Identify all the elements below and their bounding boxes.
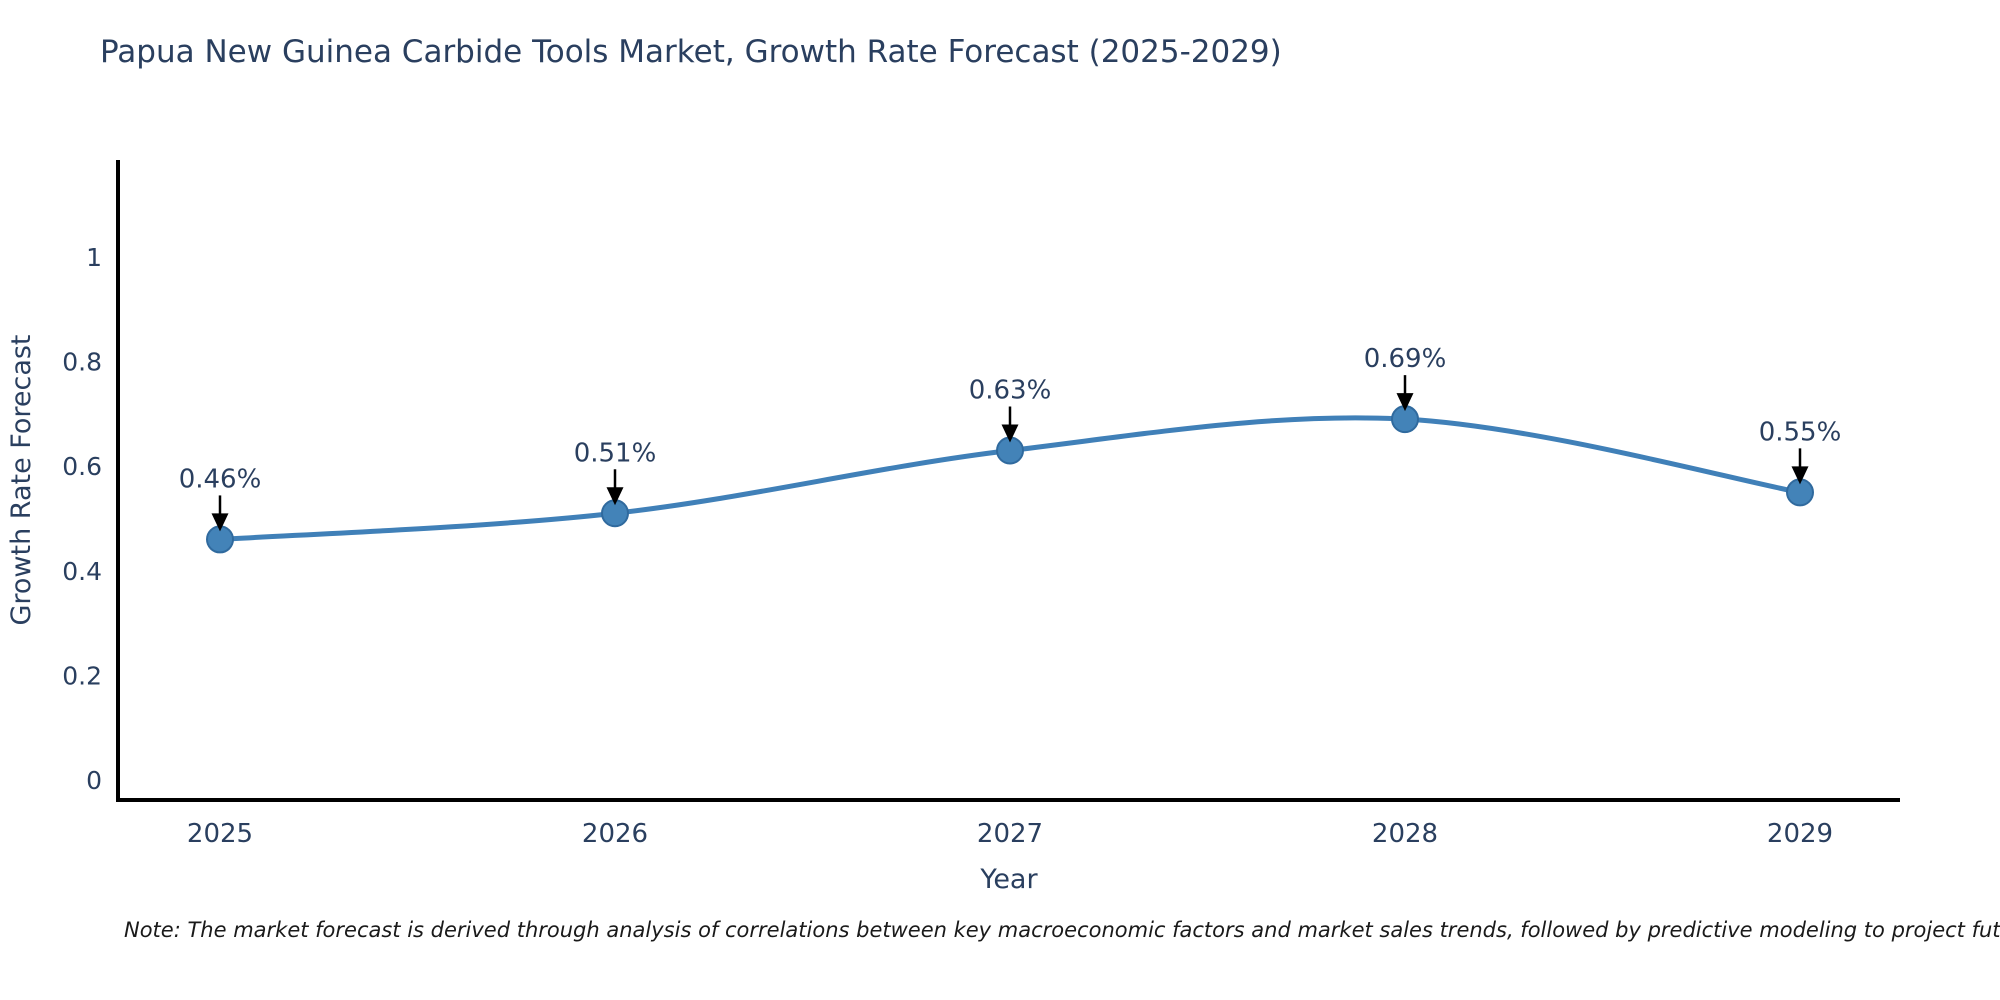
data-label-2026: 0.51%	[574, 438, 657, 468]
x-tick-label-2027: 2027	[977, 819, 1043, 849]
y-tick-label-1: 1	[86, 243, 102, 272]
y-tick-label-0.4: 0.4	[62, 557, 102, 586]
x-tick-label-2025: 2025	[187, 819, 253, 849]
annotation-arrowhead-icon	[606, 487, 624, 506]
annotation-arrowhead-icon	[1001, 424, 1019, 443]
annotation-arrowhead-icon	[1791, 466, 1809, 485]
x-axis-title: Year	[979, 864, 1038, 895]
x-tick-label-2029: 2029	[1767, 819, 1833, 849]
data-label-2029: 0.55%	[1759, 417, 1842, 447]
y-tick-label-0.8: 0.8	[62, 348, 102, 377]
x-tick-label-2028: 2028	[1372, 819, 1438, 849]
annotation-layer: 0.46% 0.51% 0.63% 0.69% 0.55%	[179, 344, 1842, 532]
y-tick-label-0.2: 0.2	[62, 661, 102, 690]
annotation-arrowhead-icon	[211, 513, 229, 532]
x-tick-label-2026: 2026	[582, 819, 648, 849]
data-label-2028: 0.69%	[1364, 344, 1447, 374]
annotation-arrowhead-icon	[1396, 393, 1414, 412]
series-layer	[206, 405, 1814, 554]
y-axis-title: Growth Rate Forecast	[6, 334, 37, 625]
axes-layer: 0 0.2 0.4 0.6 0.8 1 2025 2026 2027 2028 2029	[62, 160, 1900, 849]
y-tick-label-0.6: 0.6	[62, 452, 102, 481]
data-label-2027: 0.63%	[969, 376, 1052, 406]
y-tick-label-0: 0	[86, 766, 102, 795]
chart-title: Papua New Guinea Carbide Tools Market, G…	[100, 34, 1282, 70]
data-label-2025: 0.46%	[179, 464, 262, 494]
chart-footnote: Note: The market forecast is derived thr…	[124, 918, 2000, 942]
